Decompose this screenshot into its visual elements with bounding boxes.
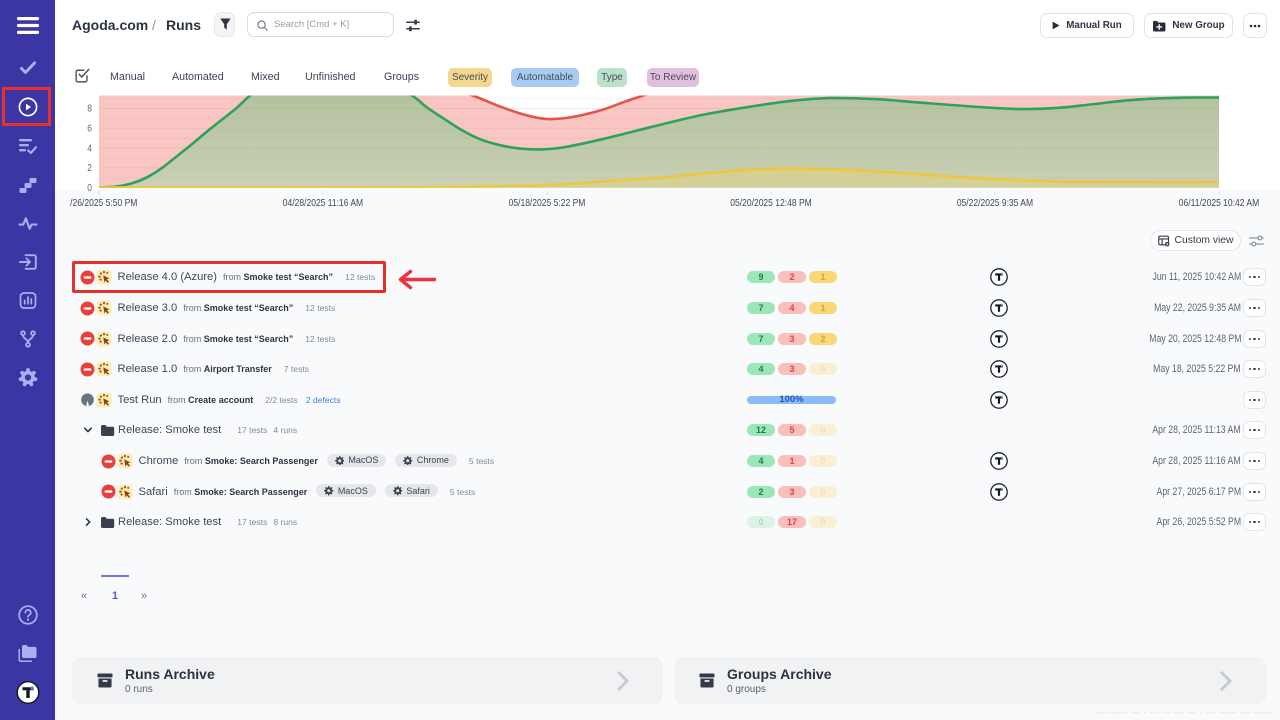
svg-text:05/22/2025 9:35 AM: 05/22/2025 9:35 AM xyxy=(957,197,1033,209)
svg-text:8: 8 xyxy=(87,102,92,114)
svg-text:05/20/2025 12:48 PM: 05/20/2025 12:48 PM xyxy=(730,197,812,209)
svg-text:0: 0 xyxy=(87,181,92,193)
svg-text:05/18/2025 5:22 PM: 05/18/2025 5:22 PM xyxy=(509,197,586,209)
svg-text:4: 4 xyxy=(87,141,92,153)
svg-text:04/28/2025 11:16 AM: 04/28/2025 11:16 AM xyxy=(283,197,363,209)
svg-text:6: 6 xyxy=(87,122,92,134)
svg-text:2: 2 xyxy=(87,161,92,173)
svg-text:06/11/2025 10:42 AM: 06/11/2025 10:42 AM xyxy=(1179,197,1259,209)
svg-text:04/26/2025 5:50 PM: 04/26/2025 5:50 PM xyxy=(61,197,138,209)
